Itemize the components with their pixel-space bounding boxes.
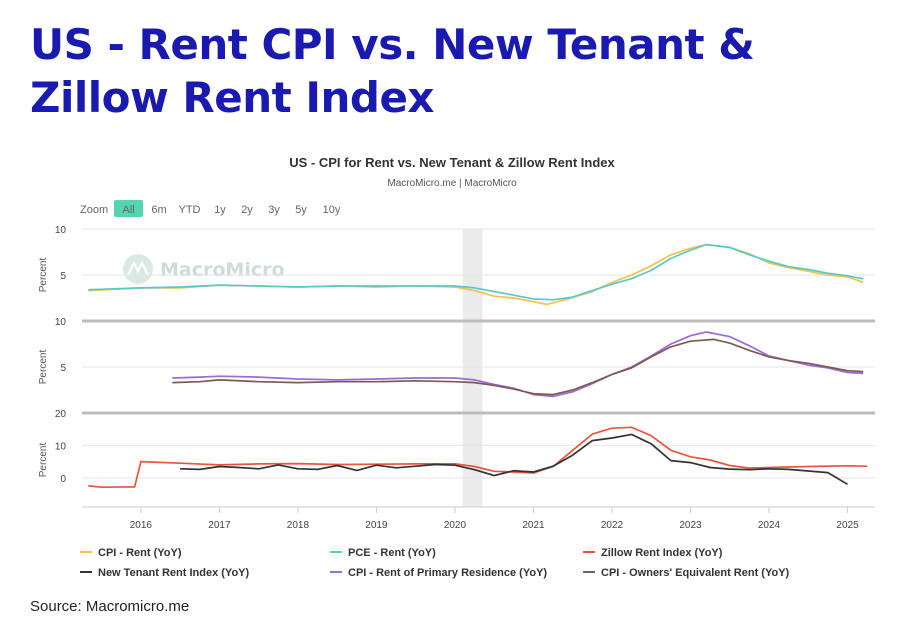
x-tick-label: 2016 [130, 520, 153, 531]
panel-2: 5 10 Percent [38, 317, 875, 398]
legend-label[interactable]: Zillow Rent Index (YoY) [601, 547, 723, 559]
zoom-button-2y[interactable]: 2y [241, 204, 253, 216]
zoom-bar: Zoom All 6m YTD 1y 2y 3y 5y 10y [80, 200, 341, 217]
y-tick-label: 5 [60, 363, 66, 374]
zoom-button-6m[interactable]: 6m [151, 204, 166, 216]
zoom-button-1y[interactable]: 1y [214, 204, 226, 216]
x-tick-label: 2021 [522, 520, 545, 531]
series-line-cpi-rent-of-primary-residence-yoy [172, 331, 864, 398]
legend-item-cpi-owners-equivalent-rent-yoy[interactable]: CPI - Owners' Equivalent Rent (YoY) [583, 567, 790, 579]
legend-label[interactable]: New Tenant Rent Index (YoY) [98, 567, 249, 579]
zoom-label: Zoom [80, 204, 108, 216]
zoom-button-label[interactable]: YTD [179, 204, 201, 216]
zoom-button-ytd[interactable]: YTD [179, 204, 201, 216]
y-tick-label: 0 [60, 474, 66, 485]
legend: CPI - Rent (YoY) PCE - Rent (YoY) Zillow R… [80, 547, 790, 579]
zoom-button-label[interactable]: 10y [323, 204, 341, 216]
legend-label[interactable]: CPI - Rent of Primary Residence (YoY) [348, 567, 547, 579]
series-line-zillow-rent-index-yoy [88, 426, 868, 489]
series-line-cpi-owners-equivalent-rent-yoy [172, 338, 864, 396]
chart-title: US - CPI for Rent vs. New Tenant & Zillo… [289, 155, 615, 170]
slide-title: US - Rent CPI vs. New Tenant & Zillow Re… [30, 20, 755, 122]
y-tick-label: 5 [60, 271, 66, 282]
y-axis-label: Percent [38, 258, 49, 293]
chart-subtitle: MacroMicro.me | MacroMicro [387, 178, 517, 189]
zoom-button-all[interactable]: All [114, 200, 143, 217]
x-tick-label: 2020 [444, 520, 467, 531]
y-tick-label: 10 [55, 441, 67, 452]
x-tick-label: 2017 [208, 520, 231, 531]
shaded-region [462, 229, 483, 507]
zoom-button-label[interactable]: 2y [241, 204, 253, 216]
y-tick-label: 10 [55, 317, 67, 328]
y-axis-label: Percent [38, 443, 49, 478]
zoom-button-3y[interactable]: 3y [268, 204, 280, 216]
y-axis-label: Percent [38, 350, 49, 385]
x-tick-label: 2024 [758, 520, 781, 531]
legend-item-cpi-rent-yoy[interactable]: CPI - Rent (YoY) [80, 547, 182, 559]
panel-3: 0 10 20 Percent [38, 409, 875, 489]
legend-label[interactable]: CPI - Owners' Equivalent Rent (YoY) [601, 567, 790, 579]
legend-item-new-tenant-rent-index-yoy[interactable]: New Tenant Rent Index (YoY) [80, 567, 249, 579]
zoom-button-10y[interactable]: 10y [323, 204, 341, 216]
zoom-button-label[interactable]: 5y [295, 204, 307, 216]
watermark-text: MacroMicro [160, 259, 285, 281]
zoom-button-label[interactable]: 6m [151, 204, 166, 216]
legend-label[interactable]: CPI - Rent (YoY) [98, 547, 182, 559]
zoom-button-label[interactable]: All [122, 204, 134, 216]
zoom-button-label[interactable]: 3y [268, 204, 280, 216]
watermark: MacroMicro [123, 254, 285, 284]
plot-area: 5 10 Percent 5 10 Percent 0 10 20 Percent 2016 2017… [38, 225, 875, 531]
panel-1: 5 10 Percent [38, 225, 875, 306]
source-note: Source: Macromicro.me [30, 598, 190, 615]
legend-item-zillow-rent-index-yoy[interactable]: Zillow Rent Index (YoY) [583, 547, 723, 559]
zoom-button-5y[interactable]: 5y [295, 204, 307, 216]
legend-item-cpi-rent-of-primary-residence-yoy[interactable]: CPI - Rent of Primary Residence (YoY) [330, 567, 547, 579]
x-tick-label: 2018 [287, 520, 310, 531]
x-tick-label: 2023 [679, 520, 702, 531]
zoom-button-highlight [114, 200, 143, 217]
series-line-pce-rent-yoy [88, 243, 864, 301]
x-tick-label: 2025 [836, 520, 859, 531]
zoom-button-label[interactable]: 1y [214, 204, 226, 216]
y-tick-label: 20 [55, 409, 67, 420]
y-tick-label: 10 [55, 225, 67, 236]
legend-label[interactable]: PCE - Rent (YoY) [348, 547, 436, 559]
legend-item-pce-rent-yoy[interactable]: PCE - Rent (YoY) [330, 547, 436, 559]
series-line-new-tenant-rent-index-yoy [180, 433, 848, 486]
x-tick-label: 2019 [365, 520, 388, 531]
watermark-logo-mark-icon [127, 260, 149, 276]
x-tick-label: 2022 [601, 520, 624, 531]
